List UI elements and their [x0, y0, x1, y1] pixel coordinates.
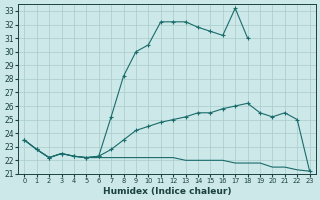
X-axis label: Humidex (Indice chaleur): Humidex (Indice chaleur)	[103, 187, 231, 196]
